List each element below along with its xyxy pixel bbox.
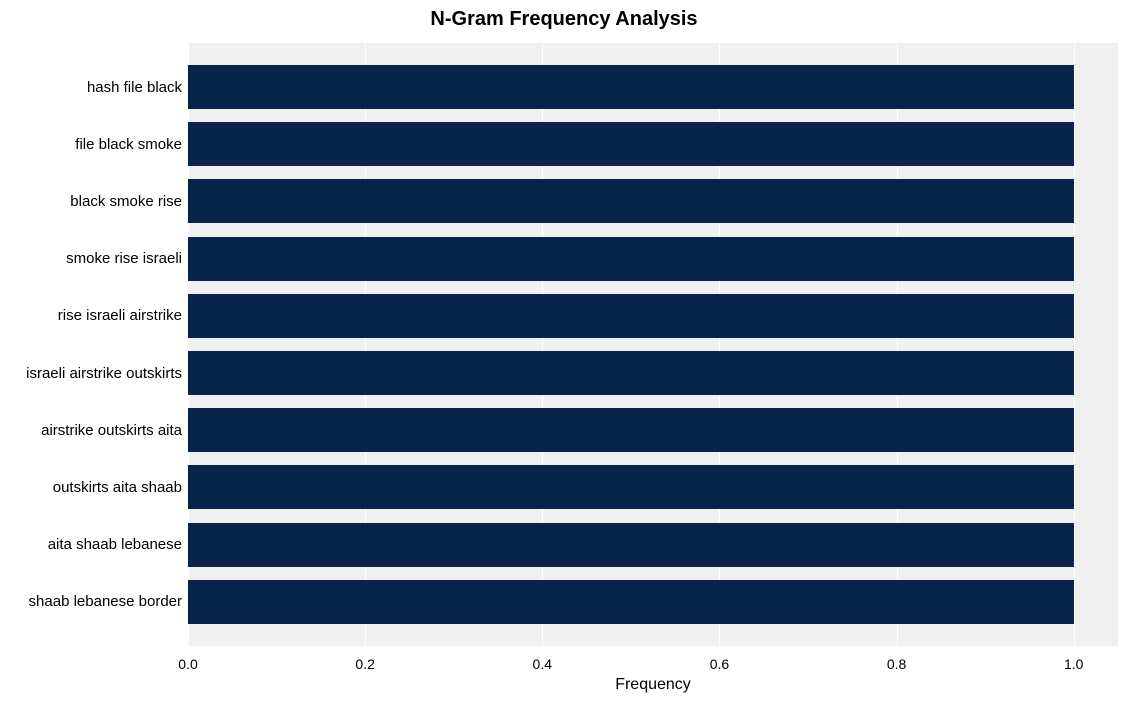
- y-tick-label: rise israeli airstrike: [58, 308, 182, 323]
- bar: [188, 179, 1074, 223]
- y-tick-label: israeli airstrike outskirts: [26, 366, 182, 381]
- y-tick-label: hash file black: [87, 80, 182, 95]
- chart-title: N-Gram Frequency Analysis: [0, 8, 1128, 31]
- bar: [188, 465, 1074, 509]
- y-tick-label: shaab lebanese border: [29, 594, 182, 609]
- y-tick-label: black smoke rise: [70, 194, 182, 209]
- bar: [188, 122, 1074, 166]
- y-tick-label: outskirts aita shaab: [53, 480, 182, 495]
- y-tick-label: airstrike outskirts aita: [41, 423, 182, 438]
- bar: [188, 523, 1074, 567]
- x-gridline: [1074, 36, 1075, 646]
- x-tick-label: 0.8: [887, 656, 906, 672]
- plot-area: [188, 36, 1118, 646]
- bar: [188, 408, 1074, 452]
- bar: [188, 351, 1074, 395]
- ngram-frequency-chart: N-Gram Frequency Analysis hash file blac…: [0, 0, 1128, 701]
- x-tick-label: 1.0: [1064, 656, 1083, 672]
- x-axis-label: Frequency: [188, 676, 1118, 694]
- y-axis-labels: hash file black file black smoke black smo…: [0, 36, 182, 646]
- bar: [188, 65, 1074, 109]
- x-tick-label: 0.0: [178, 656, 197, 672]
- bar: [188, 294, 1074, 338]
- x-tick-label: 0.6: [710, 656, 729, 672]
- bar: [188, 580, 1074, 624]
- y-tick-label: smoke rise israeli: [66, 251, 182, 266]
- bar: [188, 237, 1074, 281]
- y-tick-label: aita shaab lebanese: [48, 537, 182, 552]
- y-tick-label: file black smoke: [75, 137, 182, 152]
- x-tick-label: 0.2: [355, 656, 374, 672]
- x-tick-label: 0.4: [533, 656, 552, 672]
- x-axis-ticks: 0.00.20.40.60.81.0: [188, 656, 1118, 678]
